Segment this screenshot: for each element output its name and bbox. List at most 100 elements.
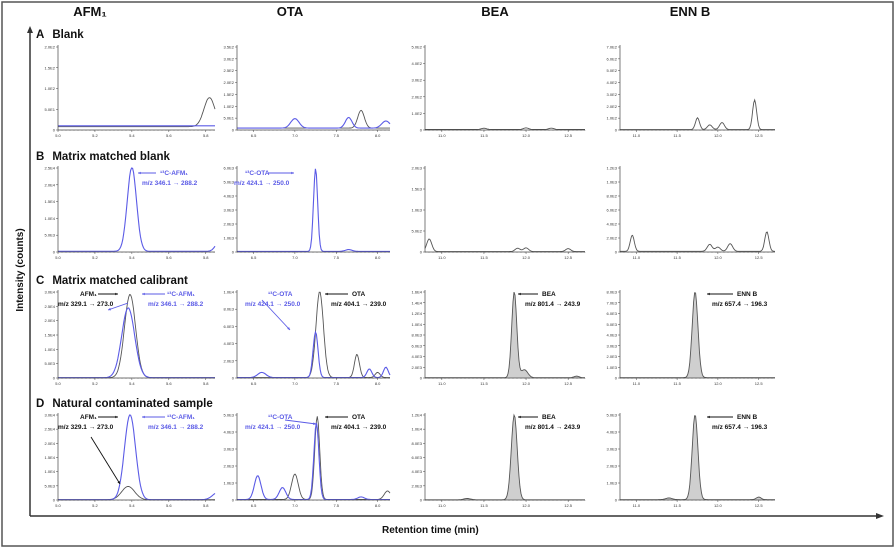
annotation-ota-label-mz: m/z 424.1 → 250.0 bbox=[245, 301, 301, 308]
arrowhead-icon bbox=[313, 422, 316, 425]
x-tick-label: 8.0 bbox=[375, 255, 381, 260]
x-tick-label: 5.8 bbox=[203, 503, 209, 508]
x-tick-label: 11.5 bbox=[673, 503, 681, 508]
x-tick-label: 5.0 bbox=[55, 381, 61, 386]
annotation-ota-label: ¹³C-OTA bbox=[268, 414, 293, 421]
x-tick-label: 5.2 bbox=[92, 133, 98, 138]
annotation-ennb: ENN B bbox=[737, 291, 758, 298]
y-tick-label: 2.5E4 bbox=[45, 166, 56, 171]
y-tick-label: 3.0E2 bbox=[224, 56, 235, 61]
x-tick-label: 12.5 bbox=[564, 255, 573, 260]
panel-C-bea: 0 2.0E3 4.0E3 6.0E3 8.0E3 1.0E4 1.2E4 1.4E4 1.6E… bbox=[412, 290, 586, 386]
y-tick-label: 7.0E2 bbox=[607, 45, 618, 50]
y-tick-label: 2.5E4 bbox=[45, 304, 56, 309]
x-tick-label: 8.0 bbox=[375, 381, 381, 386]
trace-analyte bbox=[58, 97, 216, 128]
y-tick-label: 4.0E2 bbox=[607, 80, 618, 85]
row-letter: A bbox=[36, 29, 44, 41]
arrow-icon bbox=[284, 419, 317, 425]
x-tick-label: 7.5 bbox=[333, 503, 339, 508]
arrow-icon bbox=[107, 302, 129, 311]
x-tick-label: 11.0 bbox=[633, 133, 641, 138]
y-axis-label: Intensity (counts) bbox=[15, 228, 26, 311]
y-tick-label: 5.0E3 bbox=[45, 233, 56, 238]
y-tick-label: 1.0E4 bbox=[412, 322, 423, 327]
trace-labelled_standard bbox=[237, 422, 390, 501]
y-tick-label: 8.0E3 bbox=[412, 441, 423, 446]
y-tick-label: 2.0E2 bbox=[45, 45, 56, 50]
annotation-ota-label: ¹³C-OTA bbox=[245, 170, 270, 177]
y-tick-label: 2.0E3 bbox=[224, 358, 235, 363]
y-tick-label: 3.0E3 bbox=[607, 447, 618, 452]
annotation-afm1-label: ¹³C-AFM₁ bbox=[167, 291, 195, 298]
column-header-ota: OTA bbox=[277, 4, 304, 19]
x-tick-label: 7.0 bbox=[292, 255, 298, 260]
y-tick-label: 2.0E2 bbox=[412, 94, 423, 99]
arrowhead-icon bbox=[707, 415, 710, 419]
x-tick-label: 5.6 bbox=[166, 503, 172, 508]
annotation-afm1-native-mz: m/z 329.1 → 273.0 bbox=[58, 301, 114, 308]
y-tick-label: 4.0E3 bbox=[607, 430, 618, 435]
y-tick-label: 0 bbox=[615, 376, 618, 381]
y-tick-label: 5.0E3 bbox=[224, 180, 235, 185]
y-tick-label: 7.0E3 bbox=[607, 300, 618, 305]
y-tick-label: 0 bbox=[232, 250, 235, 255]
x-tick-label: 5.4 bbox=[129, 503, 135, 508]
x-tick-label: 5.0 bbox=[55, 503, 61, 508]
y-tick-label: 1.0E2 bbox=[412, 111, 423, 116]
x-tick-label: 12.0 bbox=[714, 381, 723, 386]
y-tick-label: 1.0E3 bbox=[607, 365, 618, 370]
y-tick-label: 5.0E2 bbox=[412, 45, 423, 50]
y-tick-label: 5.0E3 bbox=[607, 413, 618, 418]
y-tick-label: 1.0E2 bbox=[45, 86, 56, 91]
y-tick-label: 2.5E4 bbox=[45, 427, 56, 432]
arrowhead-icon bbox=[138, 171, 141, 175]
x-tick-label: 5.8 bbox=[203, 255, 209, 260]
x-tick-label: 5.6 bbox=[166, 381, 172, 386]
panel-C-ota: 0 2.0E3 4.0E3 6.0E3 8.0E3 1.0E4 6.5 7.0 7.5 8.0 bbox=[224, 290, 391, 386]
y-tick-label: 1.0E3 bbox=[224, 481, 235, 486]
panel-A-ota: 0 5.0E1 1.0E2 1.5E2 2.0E2 2.5E2 3.0E2 3.5E2 6.5 7… bbox=[224, 45, 391, 138]
y-tick-label: 3.0E3 bbox=[224, 447, 235, 452]
annotation-afm1-native: AFM₁ bbox=[80, 291, 97, 298]
arrowhead-icon bbox=[325, 292, 328, 296]
panel-A-afm1: 0 5.0E1 1.0E2 1.5E2 2.0E2 5.0 5.2 5.4 5.6 5.8 bbox=[45, 45, 216, 138]
peak-area-fill bbox=[620, 415, 775, 500]
y-tick-label: 1.5E4 bbox=[45, 455, 56, 460]
x-tick-label: 11.0 bbox=[438, 133, 446, 138]
y-tick-label: 2.0E3 bbox=[412, 166, 423, 171]
column-header-afm1: AFM₁ bbox=[73, 4, 107, 19]
annotation-bea: BEA bbox=[542, 291, 556, 298]
x-tick-label: 7.5 bbox=[333, 255, 339, 260]
annotation-ennb-mz: m/z 657.4 → 196.3 bbox=[712, 424, 768, 431]
x-tick-label: 12.5 bbox=[755, 133, 764, 138]
y-tick-label: 6.0E2 bbox=[607, 56, 618, 61]
arrowhead-icon bbox=[518, 292, 521, 296]
row-letter: C bbox=[36, 275, 44, 287]
row-title: Natural contaminated sample bbox=[52, 398, 212, 410]
x-tick-label: 5.2 bbox=[92, 255, 98, 260]
x-tick-label: 11.5 bbox=[480, 503, 488, 508]
y-tick-label: 5.0E2 bbox=[412, 229, 423, 234]
trace-analyte bbox=[58, 486, 215, 501]
arrowhead-icon bbox=[117, 481, 120, 484]
arrowhead-icon bbox=[291, 171, 294, 175]
arrowhead-icon bbox=[142, 415, 145, 419]
x-tick-label: 12.5 bbox=[755, 381, 764, 386]
y-tick-label: 4.0E3 bbox=[224, 430, 235, 435]
x-tick-label: 12.0 bbox=[714, 503, 723, 508]
y-tick-label: 1.0E4 bbox=[224, 290, 235, 295]
x-tick-label: 8.0 bbox=[375, 133, 381, 138]
arrowhead-icon bbox=[115, 415, 118, 419]
y-tick-label: 3.0E4 bbox=[45, 413, 56, 418]
y-tick-label: 2.0E4 bbox=[45, 318, 56, 323]
x-tick-label: 5.2 bbox=[92, 503, 98, 508]
panel-B-ennb: 0 2.0E2 4.0E2 6.0E2 8.0E2 1.0E3 1.2E3 11.0 11.5 1… bbox=[607, 166, 775, 260]
y-tick-label: 4.0E2 bbox=[412, 61, 423, 66]
y-tick-label: 6.0E3 bbox=[412, 343, 423, 348]
x-tick-label: 6.5 bbox=[251, 255, 257, 260]
y-tick-label: 0 bbox=[420, 498, 423, 503]
annotation-ota-label: ¹³C-OTA bbox=[268, 291, 293, 298]
x-tick-label: 11.0 bbox=[438, 503, 446, 508]
